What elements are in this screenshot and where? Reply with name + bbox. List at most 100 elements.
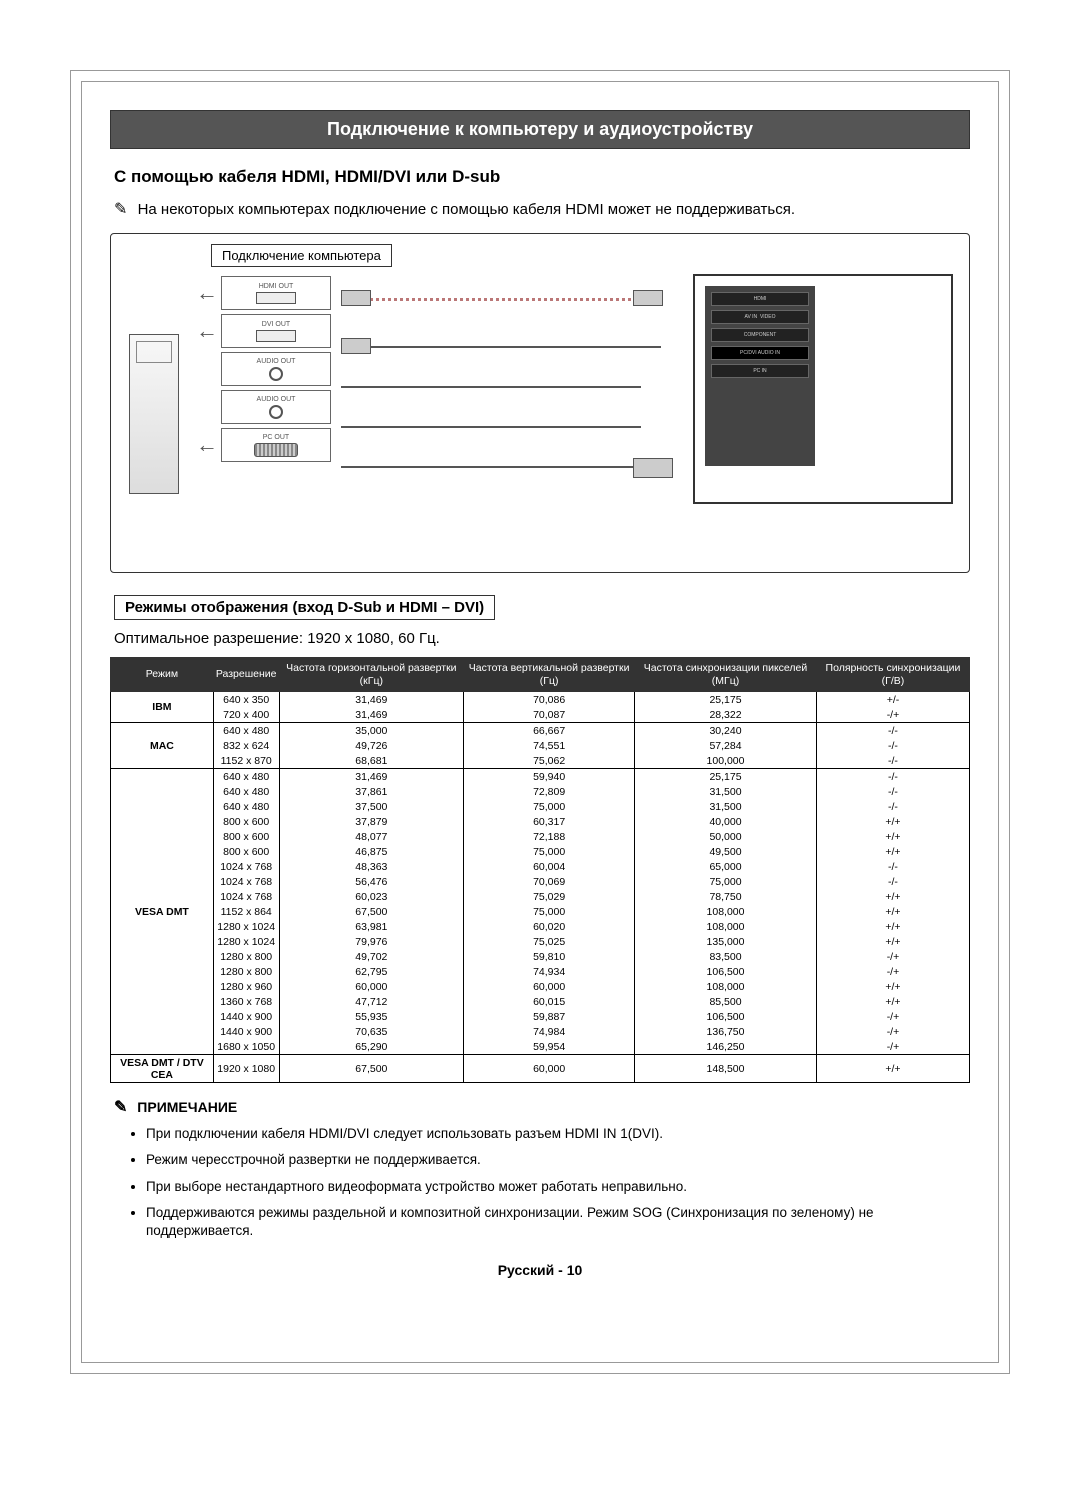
table-row: 800 x 60037,87960,31740,000+/+ [111, 814, 970, 829]
data-cell: 66,667 [464, 723, 635, 739]
data-cell: 30,240 [635, 723, 817, 739]
table-row: 800 x 60048,07772,18850,000+/+ [111, 829, 970, 844]
data-cell: 56,476 [279, 874, 464, 889]
data-cell: -/- [816, 723, 969, 739]
port-column: HDMI OUT ← DVI OUT ← AUDIO OUT AUDIO OUT… [221, 276, 331, 462]
data-cell: 1024 x 768 [213, 889, 279, 904]
table-row: 1440 x 90055,93559,887106,500-/+ [111, 1009, 970, 1024]
table-header: Частота горизонтальной развертки (кГц) [279, 658, 464, 692]
data-cell: 40,000 [635, 814, 817, 829]
port-label: HDMI OUT [259, 283, 294, 290]
data-cell: 59,810 [464, 949, 635, 964]
data-cell: 49,702 [279, 949, 464, 964]
data-cell: +/+ [816, 919, 969, 934]
connection-diagram: Подключение компьютера HDMI OUT ← DVI OU… [110, 233, 970, 573]
pc-tower-icon [129, 334, 179, 494]
hdmi-out-port: HDMI OUT ← [221, 276, 331, 310]
data-cell: 148,500 [635, 1055, 817, 1083]
data-cell: 31,469 [279, 707, 464, 723]
data-cell: -/+ [816, 1009, 969, 1024]
note-item: При выборе нестандартного видеоформата у… [146, 1178, 970, 1196]
data-cell: 1680 x 1050 [213, 1039, 279, 1055]
data-cell: +/+ [816, 889, 969, 904]
data-cell: 70,635 [279, 1024, 464, 1039]
display-modes-table: РежимРазрешениеЧастота горизонтальной ра… [110, 657, 970, 1083]
pc-out-port: PC OUT ← [221, 428, 331, 462]
data-cell: 25,175 [635, 692, 817, 708]
data-cell: 60,000 [279, 979, 464, 994]
data-cell: -/+ [816, 707, 969, 723]
note-item: Поддерживаются режимы раздельной и компо… [146, 1204, 970, 1240]
data-cell: 67,500 [279, 1055, 464, 1083]
data-cell: 640 x 480 [213, 784, 279, 799]
data-cell: 37,500 [279, 799, 464, 814]
table-row: 1680 x 105065,29059,954146,250-/+ [111, 1039, 970, 1055]
port-label: PC OUT [263, 434, 289, 441]
data-cell: 60,015 [464, 994, 635, 1009]
data-cell: 1360 x 768 [213, 994, 279, 1009]
data-cell: 75,025 [464, 934, 635, 949]
data-cell: 1920 x 1080 [213, 1055, 279, 1083]
port-label: AUDIO OUT [257, 358, 296, 365]
data-cell: 62,795 [279, 964, 464, 979]
data-cell: 75,000 [464, 799, 635, 814]
data-cell: 79,976 [279, 934, 464, 949]
data-cell: 25,175 [635, 769, 817, 785]
notes-heading: ПРИМЕЧАНИЕ [114, 1097, 970, 1117]
table-row: VESA DMT640 x 48031,46959,94025,175-/- [111, 769, 970, 785]
table-row: 1280 x 96060,00060,000108,000+/+ [111, 979, 970, 994]
data-cell: 106,500 [635, 964, 817, 979]
table-row: 640 x 48037,86172,80931,500-/- [111, 784, 970, 799]
data-cell: 60,020 [464, 919, 635, 934]
data-cell: 47,712 [279, 994, 464, 1009]
data-cell: 59,887 [464, 1009, 635, 1024]
data-cell: 75,000 [635, 874, 817, 889]
data-cell: 48,363 [279, 859, 464, 874]
data-cell: 1024 x 768 [213, 859, 279, 874]
audio-out-port-2: AUDIO OUT [221, 390, 331, 424]
data-cell: +/- [816, 692, 969, 708]
page-footer: Русский - 10 [110, 1262, 970, 1278]
hdmi-connector-icon [633, 290, 663, 306]
mode-cell: IBM [111, 692, 214, 723]
table-row: 720 x 40031,46970,08728,322-/+ [111, 707, 970, 723]
data-cell: 146,250 [635, 1039, 817, 1055]
data-cell: -/- [816, 874, 969, 889]
data-cell: 59,954 [464, 1039, 635, 1055]
dvi-cable [341, 346, 661, 348]
data-cell: 108,000 [635, 979, 817, 994]
data-cell: 74,551 [464, 738, 635, 753]
audio-cable-2 [341, 426, 641, 428]
top-note-text: На некоторых компьютерах подключение с п… [138, 201, 795, 218]
data-cell: 1024 x 768 [213, 874, 279, 889]
data-cell: -/- [816, 784, 969, 799]
note-item: Режим чересстрочной развертки не поддерж… [146, 1151, 970, 1169]
mode-cell: MAC [111, 723, 214, 769]
data-cell: 1440 x 900 [213, 1009, 279, 1024]
data-cell: 800 x 600 [213, 829, 279, 844]
dvi-connector-icon [341, 338, 371, 354]
data-cell: 68,681 [279, 753, 464, 769]
data-cell: 63,981 [279, 919, 464, 934]
table-row: 1152 x 87068,68175,062100,000-/- [111, 753, 970, 769]
data-cell: 106,500 [635, 1009, 817, 1024]
audio-out-port: AUDIO OUT [221, 352, 331, 386]
data-cell: 75,000 [464, 844, 635, 859]
dvi-out-port: DVI OUT ← [221, 314, 331, 348]
note-item: При подключении кабеля HDMI/DVI следует … [146, 1125, 970, 1143]
hdmi-connector-icon [341, 290, 371, 306]
table-row: 1152 x 86467,50075,000108,000+/+ [111, 904, 970, 919]
data-cell: 640 x 480 [213, 723, 279, 739]
data-cell: 800 x 600 [213, 814, 279, 829]
table-row: 1280 x 102463,98160,020108,000+/+ [111, 919, 970, 934]
data-cell: 100,000 [635, 753, 817, 769]
data-cell: +/+ [816, 934, 969, 949]
table-row: 1024 x 76856,47670,06975,000-/- [111, 874, 970, 889]
data-cell: -/+ [816, 949, 969, 964]
data-cell: 75,000 [464, 904, 635, 919]
optimal-resolution: Оптимальное разрешение: 1920 x 1080, 60 … [114, 630, 970, 647]
data-cell: +/+ [816, 979, 969, 994]
data-cell: 28,322 [635, 707, 817, 723]
mode-cell: VESA DMT / DTV CEA [111, 1055, 214, 1083]
data-cell: -/- [816, 738, 969, 753]
